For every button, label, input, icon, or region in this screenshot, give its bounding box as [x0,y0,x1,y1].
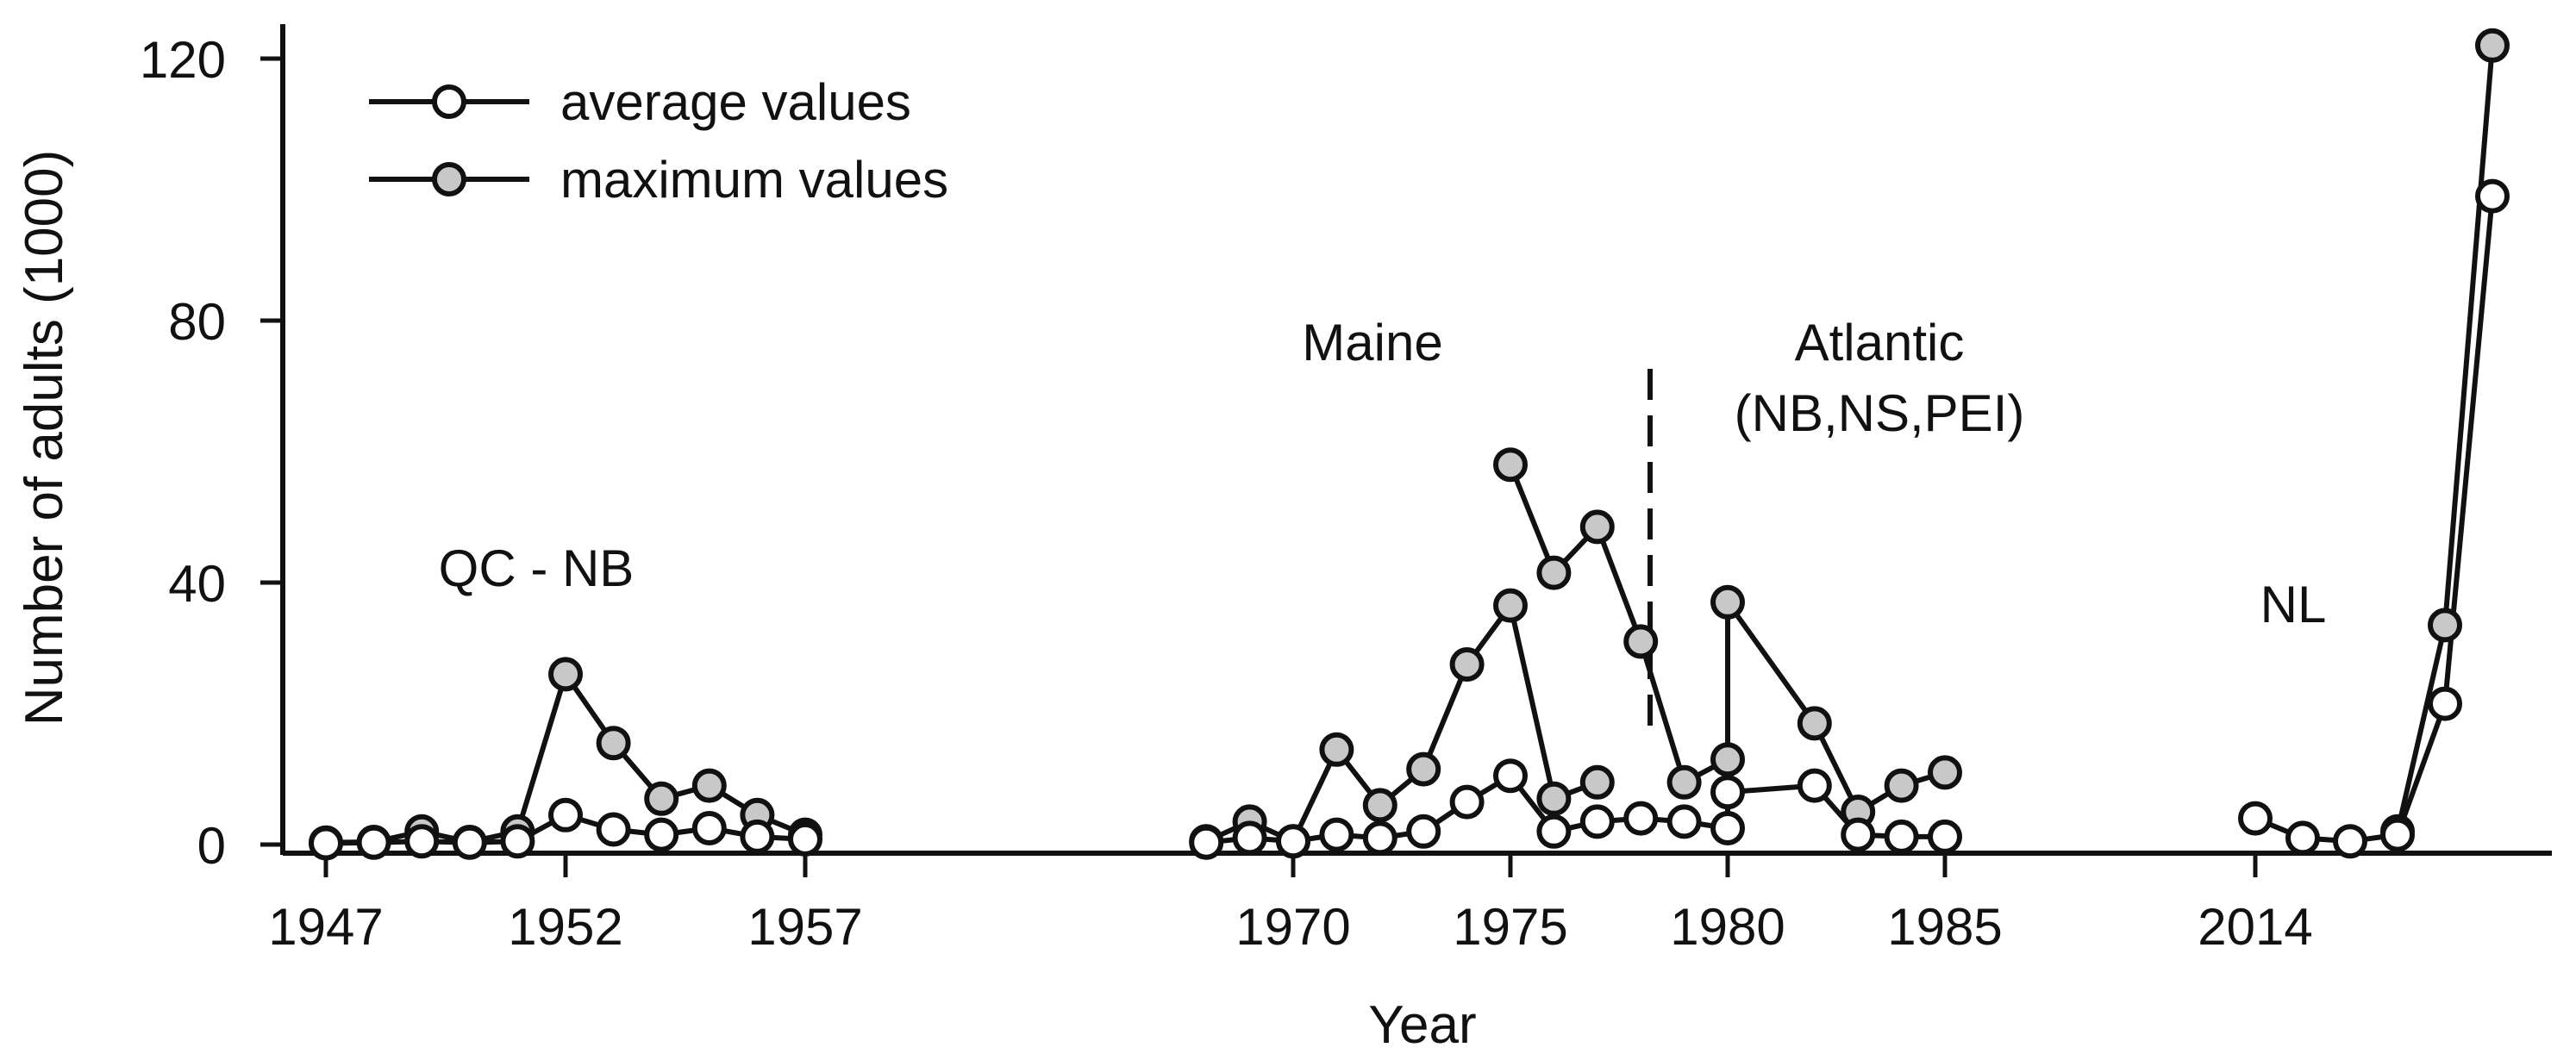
region-label-nl: NL [2260,576,2327,633]
data-point-maximum [1362,788,1397,823]
y-axis: 0 40 80 120 Number of adults (1000) [15,24,285,875]
data-point-maximum [691,768,727,803]
region-labels: QC - NB Maine Atlantic (NB,NS,PEI) NL [439,314,2327,633]
x-tick-label: 1970 [1235,898,1350,956]
data-point-maximum [2428,608,2462,643]
series-line-maximum [1204,602,1598,845]
data-point-maximum [1493,447,1528,483]
data-point-average [691,811,727,845]
x-tick-label: 1947 [268,898,383,956]
legend-label-maximum: maximum values [560,151,948,209]
region-label-atlantic-provinces: (NB,NS,PEI) [1735,384,2025,442]
data-point-average [1710,811,1745,845]
data-point-average [1666,804,1702,839]
x-tick-label: 1952 [508,898,622,956]
data-point-maximum [1579,764,1615,800]
x-tick-label: 1957 [747,898,862,956]
data-point-maximum [1319,732,1354,767]
data-point-average [1319,817,1354,852]
legend-entry-maximum: maximum values [369,151,948,209]
data-point-average [644,817,679,852]
legend-entry-average: average values [369,73,911,131]
data-point-average [2475,178,2510,214]
data-point-maximum [1536,555,1572,590]
data-point-maximum [548,657,583,692]
region-label-atlantic: Atlantic [1795,314,1965,371]
data-point-maximum [644,781,679,816]
data-point-average [1276,824,1310,859]
data-point-average [1449,784,1485,820]
x-tick-label: 1985 [1887,898,2002,956]
y-tick-label: 40 [168,555,226,613]
x-tick-label: 2014 [2198,898,2312,956]
legend-marker-average [432,84,466,119]
y-tick-label: 80 [168,293,226,351]
data-point-average [740,819,775,854]
data-point-average [1493,758,1528,794]
data-point-maximum [2475,28,2510,63]
data-point-maximum [1406,751,1441,787]
data-point-average [1232,820,1267,856]
region-label-maine: Maine [1302,314,1442,371]
legend-label-average: average values [560,73,911,131]
data-point-average [788,821,822,857]
data-point-maximum [596,726,631,761]
x-axis-title: Year [1368,995,1476,1055]
data-point-average [404,824,440,859]
data-point-average [1362,820,1397,856]
y-tick-label: 0 [197,817,226,875]
data-point-maximum [1623,624,1659,659]
data-point-average [1623,801,1659,836]
data-point-maximum [1797,706,1832,741]
y-axis-title: Number of adults (1000) [15,150,74,726]
data-point-maximum [1449,647,1485,682]
data-point-average [2333,824,2367,859]
series-line-average [2254,196,2495,845]
data-point-average [1406,814,1441,849]
data-point-maximum [1710,584,1745,620]
data-point-maximum [1884,768,1919,803]
data-point-average [1579,804,1615,839]
legend-marker-maximum [432,162,466,196]
data-point-maximum [1493,588,1528,623]
data-point-average [452,825,487,860]
data-point-average [2285,820,2320,856]
data-point-average [1189,825,1224,860]
data-point-maximum [1928,755,1962,790]
data-point-average [356,825,391,860]
region-label-qc-nb: QC - NB [439,539,635,597]
data-point-average [1884,819,1919,854]
legend: average values maximum values [369,73,948,209]
data-point-maximum [1666,764,1702,800]
data-point-maximum [1710,742,1745,777]
data-point-average [2428,686,2462,721]
x-tick-label: 1980 [1670,898,1785,956]
x-axis: 1947 1952 1957 1970 1975 1980 1985 2014 … [268,851,2552,1055]
data-point-average [500,824,535,859]
data-point-maximum [1579,509,1615,545]
data-point-average [1928,819,1962,854]
data-point-average [1841,817,1876,852]
data-point-maximum [1536,781,1572,816]
data-point-average [1710,775,1745,810]
data-point-average [2380,817,2415,852]
x-tick-label: 1975 [1453,898,1567,956]
y-tick-label: 120 [140,31,226,89]
data-point-average [548,797,583,832]
data-point-average [1797,768,1832,803]
plot-markers [309,28,2510,861]
data-point-average [1536,814,1572,849]
data-point-average [2238,801,2273,836]
data-point-average [596,812,631,847]
data-point-average [309,826,343,861]
